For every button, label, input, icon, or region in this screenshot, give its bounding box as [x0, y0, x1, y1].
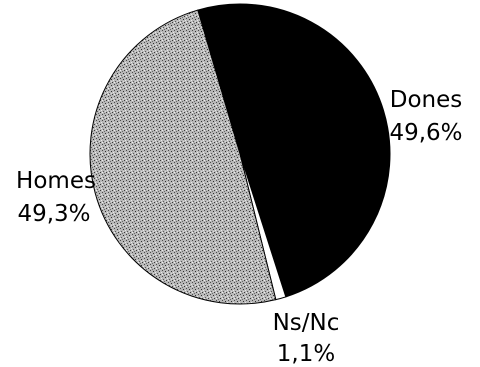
slice-label-nsnc: Ns/Nc — [273, 310, 340, 336]
pie-slice-dones — [197, 3, 391, 298]
slice-value-nsnc: 1,1% — [277, 341, 335, 367]
slice-value-homes: 49,3% — [17, 201, 90, 227]
slice-label-homes: Homes — [16, 168, 96, 194]
pie-slice-homes — [89, 9, 277, 305]
slice-label-dones: Dones — [390, 87, 463, 113]
slice-value-dones: 49,6% — [389, 120, 462, 146]
pie-slices — [89, 3, 391, 305]
